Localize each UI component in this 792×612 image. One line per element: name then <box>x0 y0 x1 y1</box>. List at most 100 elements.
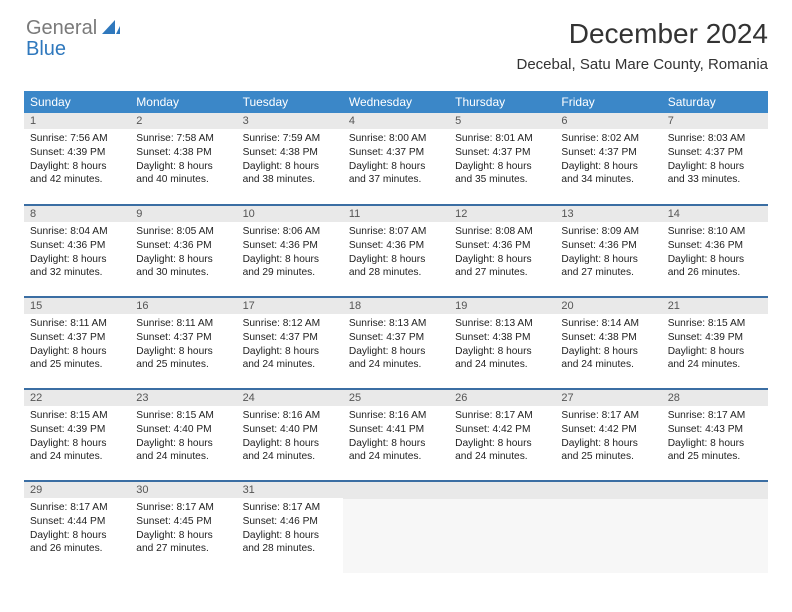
day-number: 5 <box>449 113 555 129</box>
calendar-day-cell: 4Sunrise: 8:00 AMSunset: 4:37 PMDaylight… <box>343 113 449 205</box>
calendar-day-cell: 9Sunrise: 8:05 AMSunset: 4:36 PMDaylight… <box>130 205 236 297</box>
day-number: 2 <box>130 113 236 129</box>
calendar-day-cell: 12Sunrise: 8:08 AMSunset: 4:36 PMDayligh… <box>449 205 555 297</box>
calendar-day-cell: 15Sunrise: 8:11 AMSunset: 4:37 PMDayligh… <box>24 297 130 389</box>
day-number: 21 <box>662 298 768 314</box>
daylight-line: Daylight: 8 hours and 38 minutes. <box>243 160 337 188</box>
sunrise-line: Sunrise: 8:00 AM <box>349 132 443 146</box>
calendar-day-cell: 16Sunrise: 8:11 AMSunset: 4:37 PMDayligh… <box>130 297 236 389</box>
daylight-line: Daylight: 8 hours and 24 minutes. <box>243 437 337 465</box>
logo-text-blue: Blue <box>26 38 66 60</box>
sunrise-line: Sunrise: 8:14 AM <box>561 317 655 331</box>
sunset-line: Sunset: 4:36 PM <box>561 239 655 253</box>
daylight-line: Daylight: 8 hours and 24 minutes. <box>668 345 762 373</box>
daylight-line: Daylight: 8 hours and 30 minutes. <box>136 253 230 281</box>
calendar-day-cell: 29Sunrise: 8:17 AMSunset: 4:44 PMDayligh… <box>24 481 130 573</box>
calendar-week-row: 29Sunrise: 8:17 AMSunset: 4:44 PMDayligh… <box>24 481 768 573</box>
calendar-day-cell <box>343 481 449 573</box>
day-body: Sunrise: 8:16 AMSunset: 4:41 PMDaylight:… <box>343 406 449 468</box>
day-body: Sunrise: 8:17 AMSunset: 4:42 PMDaylight:… <box>555 406 661 468</box>
day-body: Sunrise: 8:16 AMSunset: 4:40 PMDaylight:… <box>237 406 343 468</box>
calendar-day-cell: 3Sunrise: 7:59 AMSunset: 4:38 PMDaylight… <box>237 113 343 205</box>
calendar-day-cell: 2Sunrise: 7:58 AMSunset: 4:38 PMDaylight… <box>130 113 236 205</box>
daylight-line: Daylight: 8 hours and 24 minutes. <box>455 437 549 465</box>
day-number: 8 <box>24 206 130 222</box>
sunset-line: Sunset: 4:39 PM <box>30 146 124 160</box>
sunrise-line: Sunrise: 8:01 AM <box>455 132 549 146</box>
sunrise-line: Sunrise: 8:16 AM <box>349 409 443 423</box>
day-number: 3 <box>237 113 343 129</box>
day-number: 17 <box>237 298 343 314</box>
day-body: Sunrise: 8:15 AMSunset: 4:39 PMDaylight:… <box>662 314 768 376</box>
daylight-line: Daylight: 8 hours and 25 minutes. <box>561 437 655 465</box>
daylight-line: Daylight: 8 hours and 33 minutes. <box>668 160 762 188</box>
day-number: 7 <box>662 113 768 129</box>
calendar-header-cell: Tuesday <box>237 91 343 113</box>
day-body: Sunrise: 8:04 AMSunset: 4:36 PMDaylight:… <box>24 222 130 284</box>
day-number: 6 <box>555 113 661 129</box>
calendar-day-cell: 6Sunrise: 8:02 AMSunset: 4:37 PMDaylight… <box>555 113 661 205</box>
day-body: Sunrise: 8:01 AMSunset: 4:37 PMDaylight:… <box>449 129 555 191</box>
day-body: Sunrise: 8:17 AMSunset: 4:45 PMDaylight:… <box>130 498 236 560</box>
sunrise-line: Sunrise: 8:15 AM <box>30 409 124 423</box>
day-body: Sunrise: 8:03 AMSunset: 4:37 PMDaylight:… <box>662 129 768 191</box>
sunrise-line: Sunrise: 7:59 AM <box>243 132 337 146</box>
sunset-line: Sunset: 4:39 PM <box>30 423 124 437</box>
sunset-line: Sunset: 4:36 PM <box>455 239 549 253</box>
day-number: 11 <box>343 206 449 222</box>
daylight-line: Daylight: 8 hours and 35 minutes. <box>455 160 549 188</box>
sunset-line: Sunset: 4:36 PM <box>136 239 230 253</box>
daylight-line: Daylight: 8 hours and 25 minutes. <box>136 345 230 373</box>
sunset-line: Sunset: 4:36 PM <box>668 239 762 253</box>
day-body: Sunrise: 8:17 AMSunset: 4:46 PMDaylight:… <box>237 498 343 560</box>
sunset-line: Sunset: 4:45 PM <box>136 515 230 529</box>
calendar-day-cell: 8Sunrise: 8:04 AMSunset: 4:36 PMDaylight… <box>24 205 130 297</box>
sunset-line: Sunset: 4:44 PM <box>30 515 124 529</box>
day-body: Sunrise: 8:12 AMSunset: 4:37 PMDaylight:… <box>237 314 343 376</box>
day-body: Sunrise: 8:13 AMSunset: 4:38 PMDaylight:… <box>449 314 555 376</box>
day-number: 9 <box>130 206 236 222</box>
sunset-line: Sunset: 4:43 PM <box>668 423 762 437</box>
calendar-table: SundayMondayTuesdayWednesdayThursdayFrid… <box>24 91 768 573</box>
day-body: Sunrise: 8:17 AMSunset: 4:43 PMDaylight:… <box>662 406 768 468</box>
sunrise-line: Sunrise: 8:04 AM <box>30 225 124 239</box>
daylight-line: Daylight: 8 hours and 27 minutes. <box>455 253 549 281</box>
calendar-header-cell: Sunday <box>24 91 130 113</box>
day-body: Sunrise: 8:09 AMSunset: 4:36 PMDaylight:… <box>555 222 661 284</box>
day-number: 26 <box>449 390 555 406</box>
sunrise-line: Sunrise: 7:58 AM <box>136 132 230 146</box>
calendar-day-cell: 20Sunrise: 8:14 AMSunset: 4:38 PMDayligh… <box>555 297 661 389</box>
sunrise-line: Sunrise: 8:17 AM <box>30 501 124 515</box>
day-number: 31 <box>237 482 343 498</box>
day-body: Sunrise: 8:05 AMSunset: 4:36 PMDaylight:… <box>130 222 236 284</box>
daylight-line: Daylight: 8 hours and 24 minutes. <box>30 437 124 465</box>
calendar-day-cell: 24Sunrise: 8:16 AMSunset: 4:40 PMDayligh… <box>237 389 343 481</box>
empty-day-number <box>343 482 449 499</box>
logo: General Blue <box>24 18 120 60</box>
day-body: Sunrise: 8:14 AMSunset: 4:38 PMDaylight:… <box>555 314 661 376</box>
day-number: 14 <box>662 206 768 222</box>
day-number: 25 <box>343 390 449 406</box>
calendar-header-row: SundayMondayTuesdayWednesdayThursdayFrid… <box>24 91 768 113</box>
sunset-line: Sunset: 4:41 PM <box>349 423 443 437</box>
day-body: Sunrise: 8:15 AMSunset: 4:40 PMDaylight:… <box>130 406 236 468</box>
daylight-line: Daylight: 8 hours and 40 minutes. <box>136 160 230 188</box>
sunset-line: Sunset: 4:38 PM <box>455 331 549 345</box>
calendar-week-row: 22Sunrise: 8:15 AMSunset: 4:39 PMDayligh… <box>24 389 768 481</box>
empty-day-number <box>662 482 768 499</box>
empty-day-number <box>449 482 555 499</box>
daylight-line: Daylight: 8 hours and 37 minutes. <box>349 160 443 188</box>
calendar-week-row: 8Sunrise: 8:04 AMSunset: 4:36 PMDaylight… <box>24 205 768 297</box>
calendar-header-cell: Wednesday <box>343 91 449 113</box>
sunset-line: Sunset: 4:37 PM <box>243 331 337 345</box>
calendar-week-row: 1 Sunrise: 7:56 AMSunset: 4:39 PM Daylight… <box>24 113 768 205</box>
sunrise-line: Sunrise: 8:05 AM <box>136 225 230 239</box>
calendar-day-cell: 27Sunrise: 8:17 AMSunset: 4:42 PMDayligh… <box>555 389 661 481</box>
day-number: 16 <box>130 298 236 314</box>
day-number: 1 <box>24 113 130 129</box>
daylight-line: Daylight: 8 hours and 26 minutes. <box>30 529 124 557</box>
day-number: 4 <box>343 113 449 129</box>
sunrise-line: Sunrise: 7:56 AM <box>30 132 124 146</box>
day-number: 18 <box>343 298 449 314</box>
empty-day-body <box>343 499 449 569</box>
